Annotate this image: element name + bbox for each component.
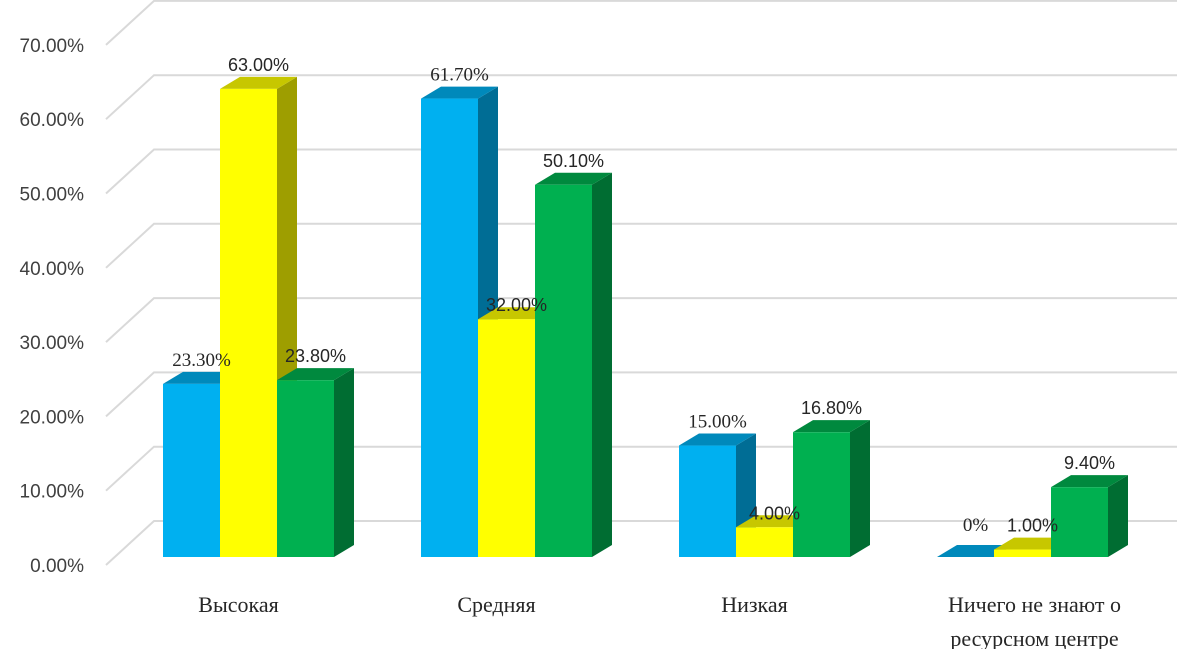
bar-front: [1051, 487, 1108, 557]
y-tick-label: 70.00%: [20, 36, 85, 57]
gridline: [105, 297, 1177, 343]
bar-front: [793, 432, 850, 557]
bar-front: [478, 319, 535, 557]
y-tick-label: 60.00%: [20, 110, 85, 131]
data-label: 0%: [963, 515, 989, 536]
data-label: 1.00%: [1007, 516, 1058, 536]
bar-front: [679, 445, 736, 557]
bar: [277, 368, 354, 557]
data-label: 63.00%: [228, 55, 289, 75]
bar: [1051, 475, 1128, 557]
y-tick-label: 30.00%: [20, 333, 85, 354]
data-labels: 23.30% 63.00% 23.80% 61.70% 32.00% 50.10% 15.0…: [172, 55, 1115, 536]
gridline: [105, 371, 1177, 418]
gridline: [105, 148, 1177, 195]
bar-top: [421, 86, 498, 99]
bar-side: [850, 420, 870, 557]
bar-top: [220, 76, 297, 89]
bar-top: [535, 172, 612, 185]
bar-front: [736, 527, 793, 557]
bar: [535, 172, 612, 557]
bar-front: [994, 549, 1051, 557]
gridline: [105, 222, 1177, 269]
bar-side: [334, 368, 354, 557]
y-tick-label: 20.00%: [20, 407, 85, 428]
bar: [793, 420, 870, 557]
data-label: 9.40%: [1064, 453, 1115, 473]
gridline: [105, 0, 1177, 46]
data-label: 15.00%: [688, 412, 747, 433]
x-tick-label: Высокая: [198, 592, 278, 617]
data-label: 4.00%: [749, 503, 800, 523]
data-label: 61.70%: [430, 65, 489, 86]
x-tick-label: ресурсном центре: [950, 626, 1118, 649]
data-label: 16.80%: [801, 398, 862, 418]
y-axis-ticks: 0.00% 10.00% 20.00% 30.00% 40.00% 50.00% 60.00…: [20, 36, 85, 577]
bars: [163, 76, 1128, 557]
gridline: [105, 74, 1177, 120]
gridlines: [105, 0, 1177, 566]
bar-top: [679, 433, 756, 446]
bar-front: [277, 380, 334, 557]
x-tick-label: Средняя: [457, 592, 535, 617]
bar-top: [1051, 475, 1128, 488]
bar-top: [793, 420, 870, 433]
bar-front: [163, 383, 220, 557]
x-axis-labels: Высокая Средняя Низкая Ничего не знают о рес…: [198, 592, 1121, 649]
y-tick-label: 50.00%: [20, 185, 85, 206]
bar-front: [535, 184, 592, 557]
x-tick-label: Ничего не знают о: [948, 592, 1121, 617]
data-label: 50.10%: [543, 151, 604, 171]
bar-front: [421, 98, 478, 557]
x-tick-label: Низкая: [721, 592, 788, 617]
bar-side: [592, 172, 612, 557]
data-label: 23.30%: [172, 350, 231, 371]
bar-side: [1108, 475, 1128, 557]
bar-front: [220, 88, 277, 557]
y-tick-label: 0.00%: [30, 556, 84, 577]
data-label: 23.80%: [285, 346, 346, 366]
y-tick-label: 10.00%: [20, 482, 85, 503]
y-tick-label: 40.00%: [20, 259, 85, 280]
bar-top: [277, 368, 354, 381]
data-label: 32.00%: [486, 295, 547, 315]
